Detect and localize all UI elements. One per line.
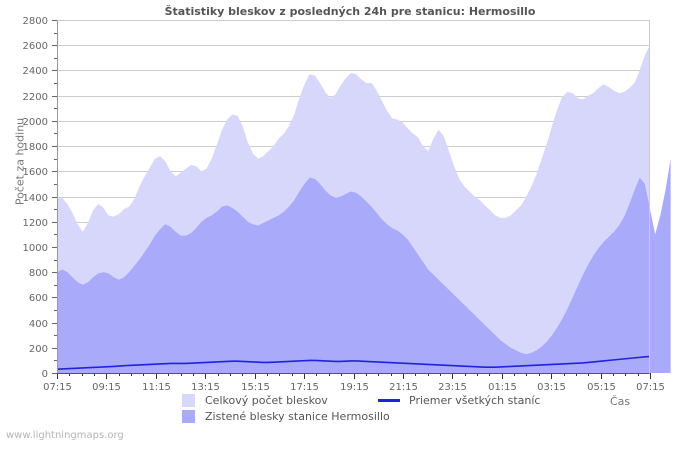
y-tick-label: 2600 xyxy=(23,41,48,52)
x-axis-label: Čas xyxy=(610,395,631,408)
legend-line-average xyxy=(378,398,400,402)
y-tick-label: 800 xyxy=(29,268,48,279)
x-tick-label: 21:15 xyxy=(389,382,418,393)
chart-title: Štatistiky bleskov z posledných 24h pre … xyxy=(164,5,536,18)
legend-item-average: Priemer všetkých staníc xyxy=(378,392,540,408)
x-tick-label: 15:15 xyxy=(241,382,270,393)
x-tick-label: 05:15 xyxy=(587,382,616,393)
x-tick-label: 03:15 xyxy=(537,382,566,393)
legend-label-total: Celkový počet bleskov xyxy=(205,393,328,407)
legend-item-total: Celkový počet bleskov xyxy=(182,392,328,408)
y-tick-label: 400 xyxy=(29,319,48,330)
y-tick-label: 2800 xyxy=(23,16,48,27)
x-tick-label: 23:15 xyxy=(438,382,467,393)
line-average-all-stations xyxy=(56,355,651,371)
y-tick-label: 2400 xyxy=(23,66,48,77)
legend-label-average: Priemer všetkých staníc xyxy=(409,393,541,407)
y-tick-label: 1400 xyxy=(23,193,48,204)
chart-legend: Celkový počet bleskov Zistené blesky sta… xyxy=(0,392,700,428)
legend-swatch-station xyxy=(182,409,195,423)
x-tick-label: 07:15 xyxy=(636,382,665,393)
x-tick-label: 17:15 xyxy=(290,382,319,393)
x-tick-label: 19:15 xyxy=(340,382,369,393)
legend-swatch-total xyxy=(182,393,195,407)
y-tick-label: 1600 xyxy=(23,167,48,178)
x-tick-label: 01:15 xyxy=(488,382,517,393)
x-tick-label: 09:15 xyxy=(92,382,121,393)
y-tick-label: 1200 xyxy=(23,218,48,229)
legend-item-station: Zistené blesky stanice Hermosillo xyxy=(182,408,390,424)
y-tick-label: 1800 xyxy=(23,142,48,153)
legend-label-station: Zistené blesky stanice Hermosillo xyxy=(205,409,390,423)
watermark: www.lightningmaps.org xyxy=(6,430,124,441)
y-tick-label: 1000 xyxy=(23,243,48,254)
y-tick-label: 200 xyxy=(29,344,48,355)
area-station-lightning xyxy=(57,158,671,373)
y-tick-label: 2200 xyxy=(23,92,48,103)
x-tick-label: 11:15 xyxy=(142,382,171,393)
x-tick-label: 07:15 xyxy=(43,382,72,393)
y-tick-label: 600 xyxy=(29,293,48,304)
y-tick-label: 0 xyxy=(42,369,48,380)
y-tick-label: 2000 xyxy=(23,117,48,128)
x-tick-label: 13:15 xyxy=(191,382,220,393)
